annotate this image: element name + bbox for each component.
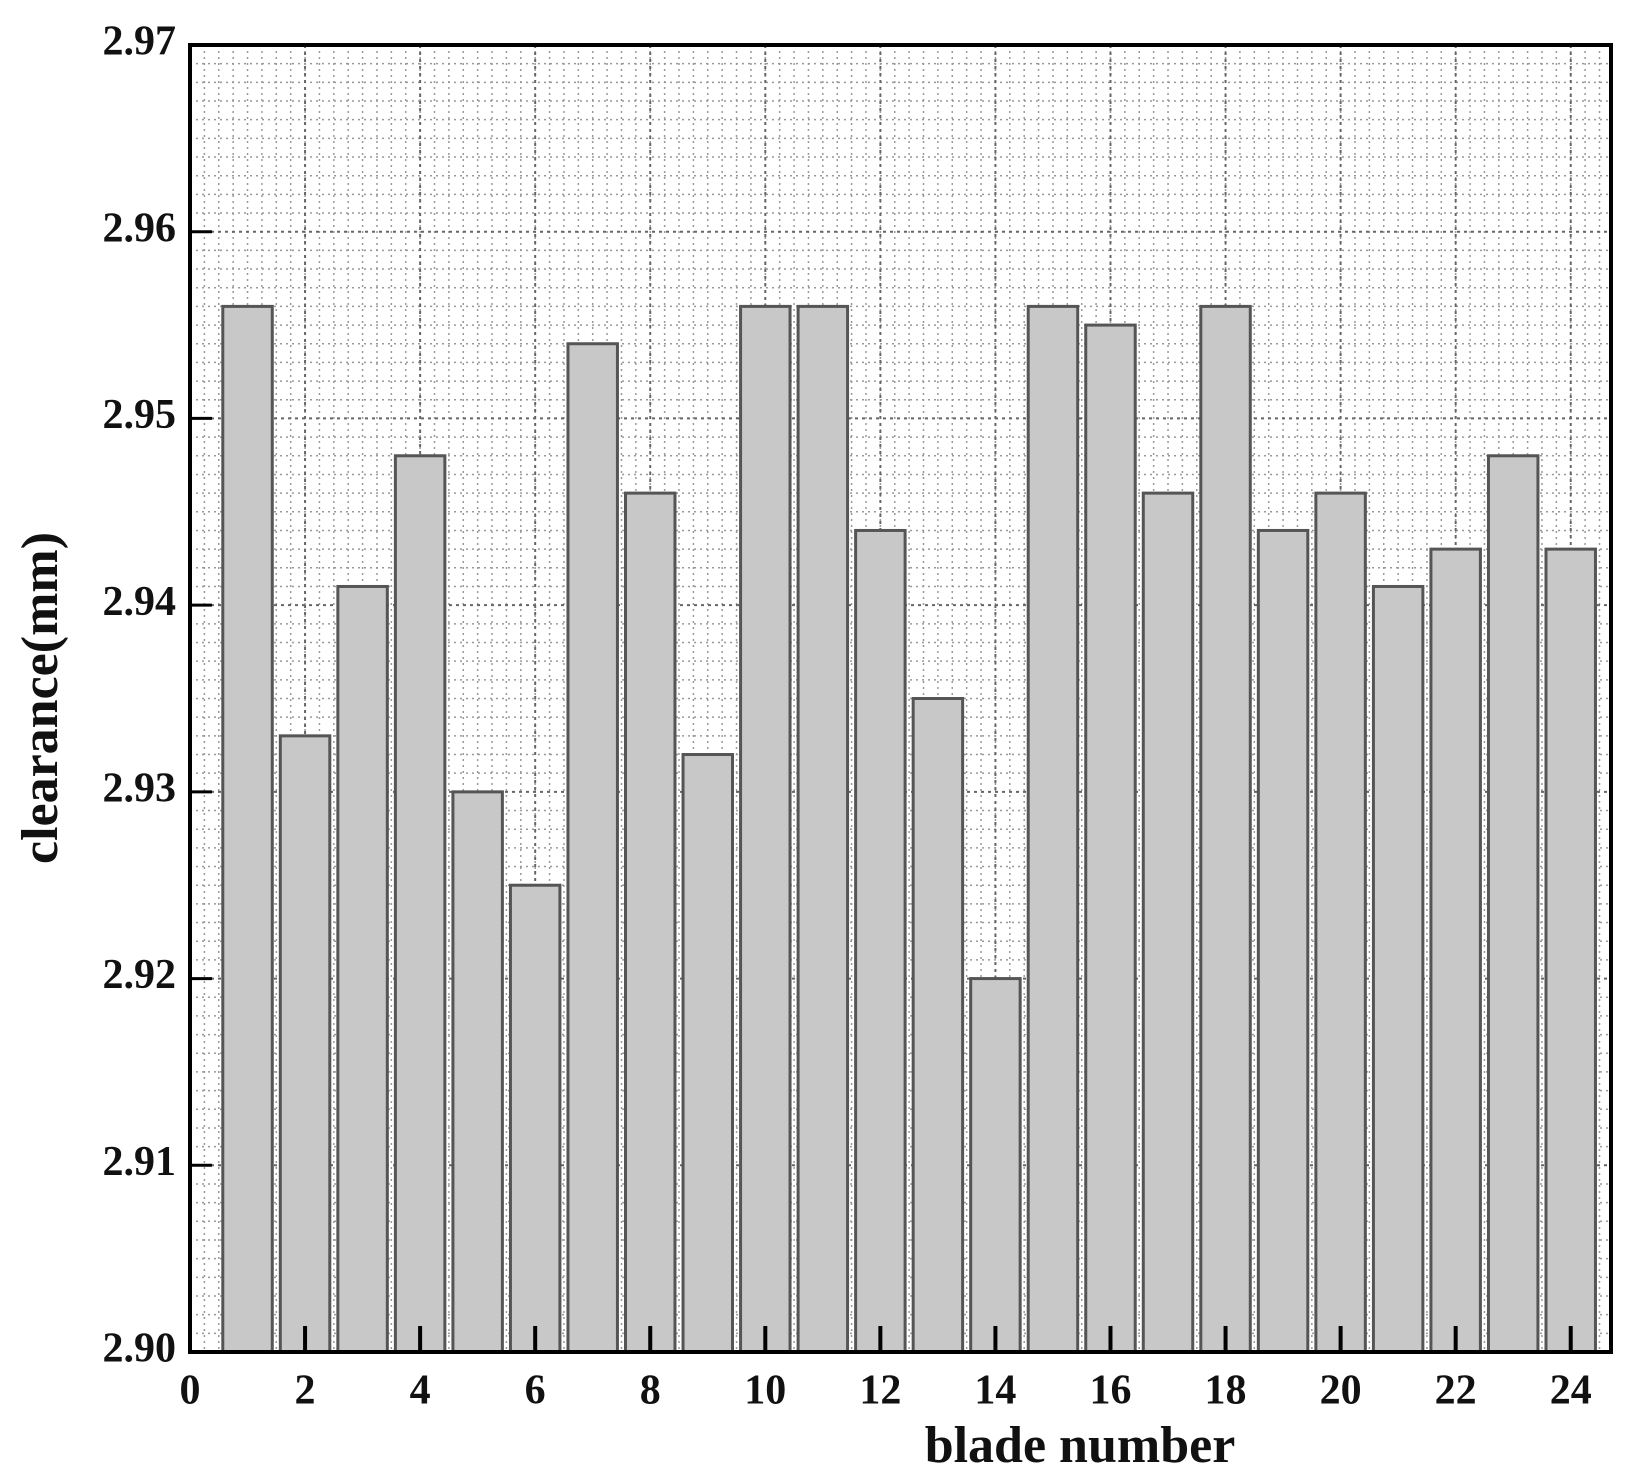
x-tick-label: 18: [1205, 1368, 1247, 1414]
x-tick-label: 6: [525, 1368, 546, 1414]
bar: [911, 697, 965, 1354]
y-tick-label: 2.92: [103, 952, 177, 998]
bar: [393, 454, 447, 1354]
y-tick-label: 2.95: [103, 392, 177, 438]
x-tick-label: 10: [744, 1368, 786, 1414]
x-tick-label: 8: [640, 1368, 661, 1414]
bar: [624, 491, 677, 1354]
bar: [1544, 547, 1597, 1354]
bar: [451, 790, 504, 1354]
bar: [969, 977, 1022, 1354]
bar: [566, 342, 619, 1354]
bar: [1371, 584, 1425, 1354]
x-axis-label: blade number: [925, 1417, 1236, 1474]
bar: [854, 528, 907, 1354]
bar: [681, 753, 735, 1354]
bar: [1314, 491, 1367, 1354]
y-tick-label: 2.91: [103, 1139, 177, 1185]
y-tick-label: 2.96: [103, 205, 177, 251]
x-tick-label: 4: [410, 1368, 431, 1414]
bar: [739, 304, 792, 1354]
bar: [1199, 304, 1252, 1354]
x-tick-label: 16: [1089, 1368, 1131, 1414]
bar: [221, 304, 274, 1354]
x-tick-label: 24: [1550, 1368, 1592, 1414]
bar: [1084, 323, 1137, 1354]
bar: [508, 883, 562, 1354]
bar: [1486, 454, 1540, 1354]
plot-frame: [188, 43, 1613, 1354]
x-tick-label: 2: [295, 1368, 316, 1414]
bar: [1256, 528, 1310, 1354]
bar: [1141, 491, 1195, 1354]
bar: [1026, 304, 1080, 1354]
y-tick-label: 2.97: [103, 19, 177, 65]
y-tick-label: 2.93: [103, 765, 177, 811]
y-tick-label: 2.94: [103, 579, 177, 625]
x-tick-label: 20: [1320, 1368, 1362, 1414]
x-tick-label: 22: [1435, 1368, 1477, 1414]
x-tick-label: 0: [180, 1368, 201, 1414]
bar: [796, 304, 850, 1354]
bar: [1429, 547, 1482, 1354]
x-tick-label: 14: [974, 1368, 1016, 1414]
y-axis-label: clearance(mm): [12, 532, 69, 864]
x-tick-label: 12: [859, 1368, 901, 1414]
y-tick-label: 2.90: [103, 1326, 177, 1372]
bar: [336, 584, 389, 1354]
bar: [278, 734, 332, 1354]
